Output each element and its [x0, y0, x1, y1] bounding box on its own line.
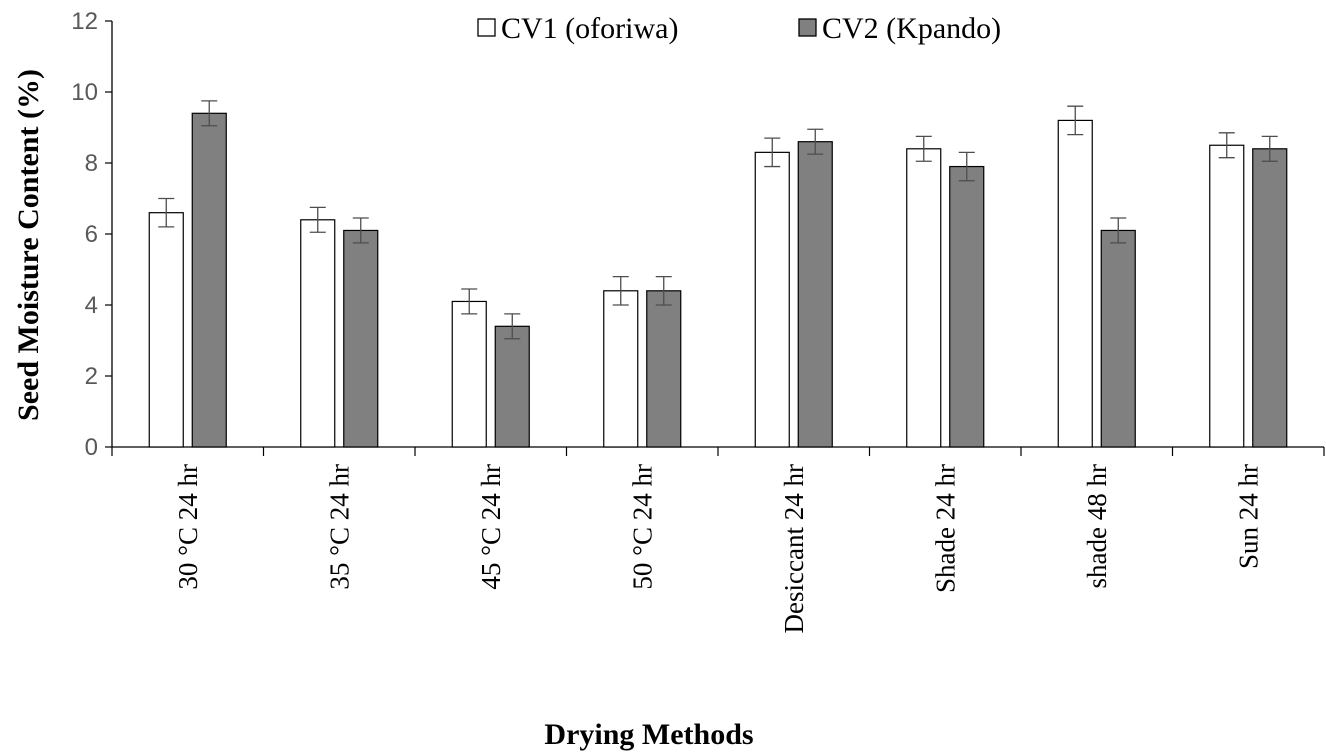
x-category-label: 45 °C 24 hr — [476, 464, 506, 590]
y-tick-label: 12 — [71, 8, 98, 35]
bar-cv1 — [1209, 144, 1245, 448]
x-category-label: shade 48 hr — [1082, 464, 1112, 588]
bar-cv1 — [300, 219, 336, 448]
bar-cv1 — [603, 290, 639, 448]
bar-cv1 — [148, 212, 184, 448]
y-tick-label: 0 — [85, 434, 98, 461]
bar-cv2 — [949, 165, 985, 448]
legend: CV1 (oforiwa) CV2 (Kpando) — [477, 12, 1001, 45]
y-tick-label: 2 — [85, 363, 98, 390]
legend-swatch-cv1 — [477, 18, 496, 37]
y-axis-title: Seed Moisture Content (%) — [12, 69, 45, 421]
y-tick-label: 8 — [85, 150, 98, 177]
y-tick-label: 6 — [85, 221, 98, 248]
axes — [105, 20, 1325, 456]
x-category-label: Desiccant 24 hr — [779, 464, 809, 633]
bar-cv2 — [343, 229, 379, 448]
x-category-label: 50 °C 24 hr — [627, 464, 657, 590]
bar-cv2 — [1100, 229, 1136, 448]
legend-label-cv2: CV2 (Kpando) — [822, 12, 1001, 45]
x-axis-title: Drying Methods — [544, 718, 753, 751]
y-tick-label: 10 — [71, 79, 98, 106]
bar-cv2 — [646, 290, 682, 448]
bar-cv1 — [906, 148, 942, 448]
bar-cv2 — [494, 325, 530, 448]
legend-swatch-cv2 — [798, 18, 817, 37]
bar-cv2 — [1252, 148, 1288, 448]
legend-label-cv1: CV1 (oforiwa) — [501, 12, 678, 45]
y-tick-labels: 0 2 4 6 8 10 12 — [71, 8, 98, 461]
x-category-label: 35 °C 24 hr — [324, 464, 354, 590]
x-category-labels: 30 °C 24 hr 35 °C 24 hr 45 °C 24 hr 50 °C 2… — [173, 464, 1264, 633]
bar-cv1 — [1057, 119, 1093, 448]
y-tick-label: 4 — [85, 292, 98, 319]
bar-cv2 — [797, 141, 833, 448]
x-category-label: Shade 24 hr — [930, 464, 960, 593]
x-category-label: Sun 24 hr — [1233, 464, 1263, 569]
bar-cv1 — [451, 300, 487, 448]
bar-cv1 — [754, 151, 790, 448]
bars — [148, 112, 1288, 448]
bar-cv2 — [191, 112, 227, 448]
x-category-label: 30 °C 24 hr — [173, 464, 203, 590]
error-bars — [158, 100, 1278, 340]
